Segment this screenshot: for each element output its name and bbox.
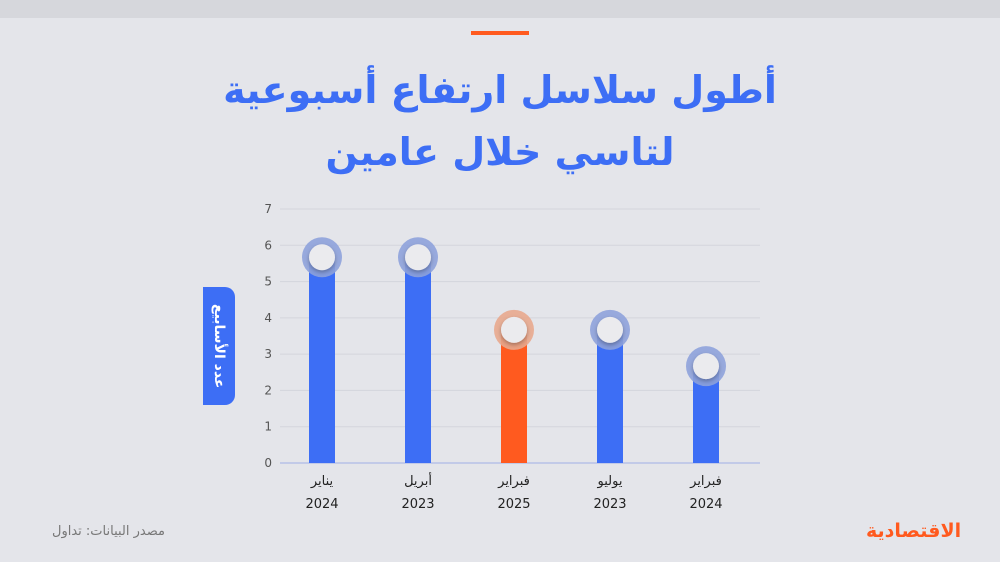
chart-title-line-2: لتاسي خلال عامين — [325, 130, 675, 174]
y-tick-label: 0 — [264, 456, 272, 470]
y-tick-label: 5 — [264, 275, 272, 289]
x-tick-month: يناير — [310, 474, 334, 489]
x-tick-year: 2025 — [497, 497, 530, 512]
y-axis-label: عدد الأسابيع — [203, 287, 235, 405]
bar-marker — [693, 353, 719, 380]
y-tick-label: 6 — [264, 238, 272, 252]
x-tick-month: فبراير — [497, 474, 530, 489]
x-tick-year: 2023 — [401, 497, 434, 512]
bar — [501, 329, 527, 463]
x-tick-month: أبريل — [404, 472, 432, 489]
bar — [309, 257, 335, 463]
bar — [597, 329, 623, 463]
bar-marker — [309, 244, 335, 271]
brand-logo: الاقتصادية — [866, 520, 962, 542]
x-tick-year: 2024 — [305, 497, 338, 512]
top-strip — [0, 0, 1000, 18]
chart-title-line-1: أطول سلاسل ارتفاع أسبوعية — [223, 68, 777, 112]
data-source: مصدر البيانات: تداول — [52, 524, 165, 539]
y-tick-label: 2 — [264, 383, 272, 397]
bar-marker — [405, 244, 431, 271]
bar-marker — [501, 316, 527, 343]
y-tick-label: 7 — [264, 202, 272, 216]
y-tick-label: 1 — [264, 420, 272, 434]
bar — [405, 257, 431, 463]
x-tick-month: يوليو — [597, 474, 623, 489]
y-tick-label: 3 — [264, 347, 272, 361]
x-tick-year: 2024 — [689, 497, 722, 512]
y-tick-label: 4 — [264, 311, 272, 325]
y-axis-label-text: عدد الأسابيع — [211, 303, 227, 389]
bar-marker — [597, 316, 623, 343]
accent-line — [471, 31, 529, 35]
x-tick-year: 2023 — [593, 497, 626, 512]
x-tick-month: فبراير — [689, 474, 722, 489]
